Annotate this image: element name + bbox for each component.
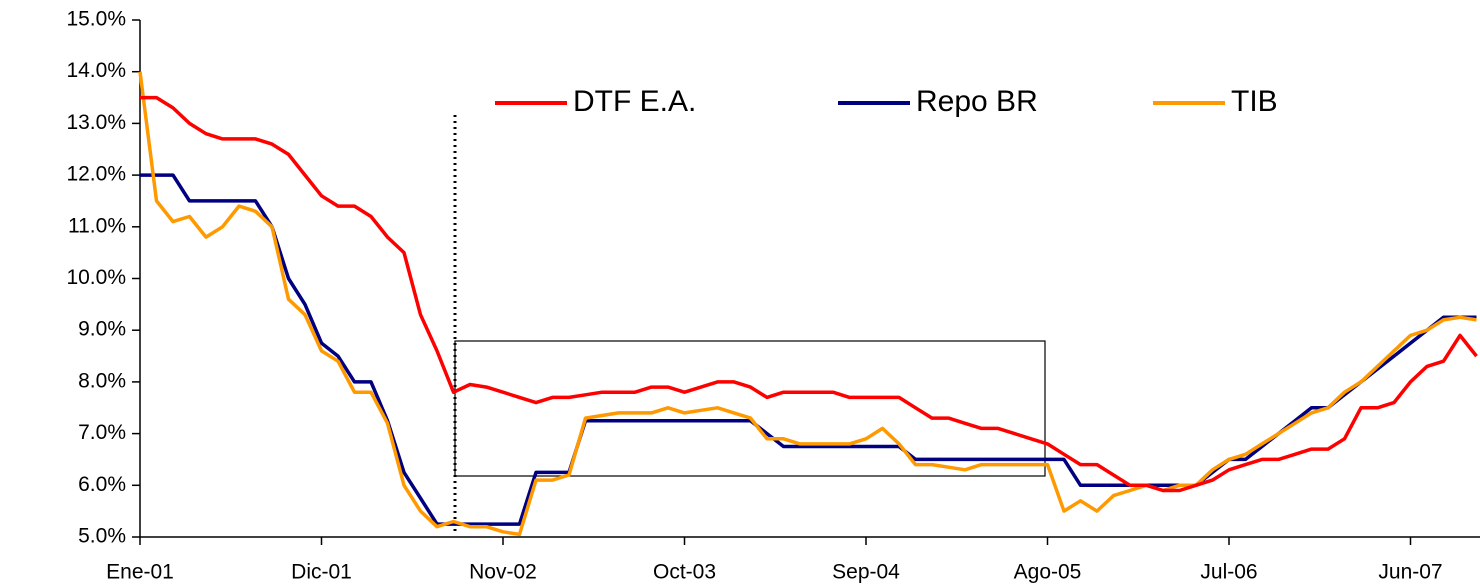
y-tick-label: 14.0%	[66, 59, 126, 82]
x-tick-label: Jul-06	[1200, 561, 1257, 584]
y-tick-label: 9.0%	[78, 318, 126, 341]
line-series	[140, 173, 1477, 526]
y-tick-label: 12.0%	[66, 163, 126, 186]
x-tick-label: Jun-07	[1378, 561, 1442, 584]
y-tick-label: 7.0%	[78, 421, 126, 444]
y-tick-label: 11.0%	[68, 214, 126, 237]
line-series	[140, 95, 1478, 493]
y-tick-label: 13.0%	[66, 111, 126, 134]
y-tick-label: 8.0%	[78, 369, 126, 392]
y-tick-label: 5.0%	[78, 525, 126, 548]
x-tick-label: Ene-01	[106, 561, 174, 584]
line-series	[138, 71, 1477, 537]
legend-label: DTF E.A.	[573, 85, 696, 118]
x-tick-label: Dic-01	[291, 561, 352, 584]
legend-label: TIB	[1231, 85, 1278, 118]
x-tick-label: Ago-05	[1014, 561, 1082, 584]
x-tick-label: Oct-03	[653, 561, 716, 584]
x-tick-label: Nov-02	[469, 561, 537, 584]
y-tick-label: 15.0%	[66, 8, 126, 31]
x-tick-label: Sep-04	[832, 561, 900, 584]
highlight-box	[454, 340, 1046, 477]
y-tick-label: 6.0%	[78, 473, 126, 496]
y-tick-label: 10.0%	[66, 266, 126, 289]
legend-label: Repo BR	[916, 85, 1038, 118]
